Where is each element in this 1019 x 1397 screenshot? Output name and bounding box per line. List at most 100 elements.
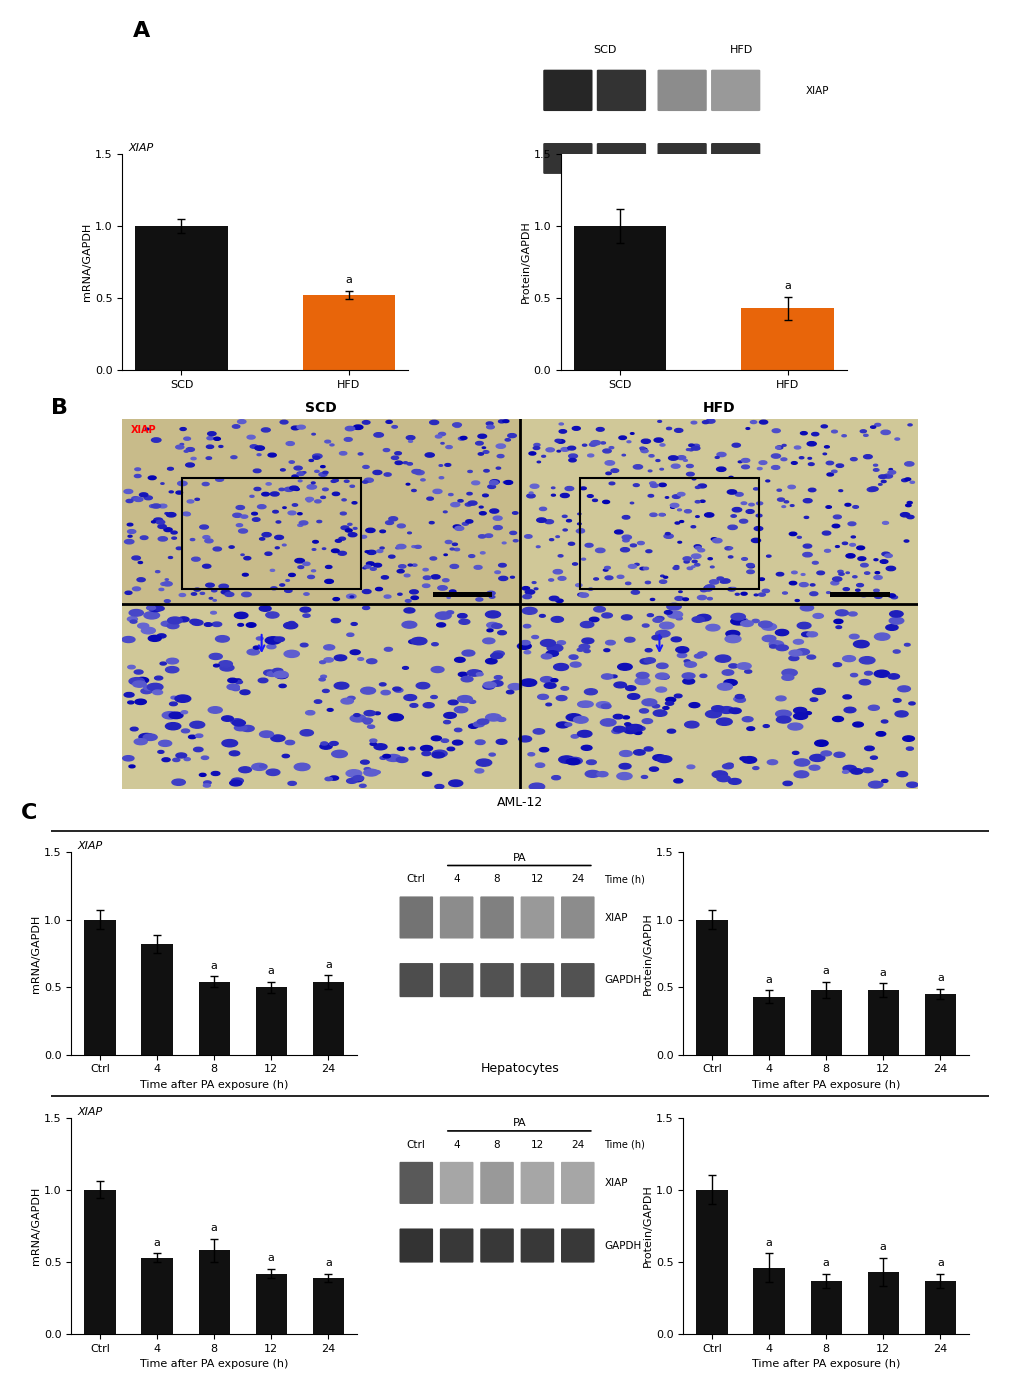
Circle shape (649, 513, 656, 517)
Circle shape (320, 496, 325, 499)
Circle shape (873, 590, 878, 592)
Circle shape (398, 564, 406, 569)
Circle shape (180, 443, 183, 446)
Circle shape (445, 541, 451, 543)
Circle shape (695, 500, 699, 503)
Bar (313, 1278, 343, 1334)
Circle shape (496, 718, 505, 721)
Circle shape (900, 513, 909, 517)
Circle shape (271, 735, 284, 742)
Circle shape (678, 591, 682, 592)
Circle shape (361, 535, 366, 538)
Circle shape (645, 581, 650, 584)
Circle shape (232, 687, 239, 690)
Circle shape (745, 427, 749, 429)
Circle shape (633, 465, 642, 469)
Circle shape (473, 722, 484, 726)
Bar (199, 1250, 229, 1334)
Circle shape (735, 694, 744, 698)
Circle shape (423, 703, 434, 708)
Circle shape (841, 434, 846, 437)
Circle shape (231, 778, 244, 784)
Circle shape (800, 574, 804, 576)
Circle shape (820, 752, 830, 756)
Circle shape (491, 623, 501, 629)
Circle shape (639, 447, 644, 450)
Circle shape (766, 760, 776, 764)
Circle shape (238, 529, 248, 534)
Circle shape (809, 754, 824, 761)
Circle shape (361, 760, 369, 764)
Circle shape (380, 756, 386, 760)
Circle shape (344, 481, 348, 482)
Circle shape (195, 499, 200, 500)
Circle shape (666, 729, 675, 733)
Circle shape (809, 592, 817, 595)
Circle shape (439, 465, 442, 467)
Bar (142, 1257, 172, 1334)
Bar (696, 1190, 727, 1334)
Circle shape (370, 739, 376, 742)
Circle shape (465, 503, 472, 506)
Circle shape (221, 590, 229, 594)
Circle shape (477, 719, 488, 725)
Circle shape (319, 472, 327, 476)
Circle shape (728, 525, 737, 529)
Circle shape (300, 608, 311, 612)
Circle shape (482, 638, 494, 644)
Circle shape (751, 538, 760, 542)
Circle shape (219, 584, 228, 588)
Circle shape (262, 492, 269, 496)
Bar (829, 592, 890, 597)
Circle shape (802, 552, 811, 557)
Circle shape (266, 770, 279, 775)
Circle shape (205, 539, 213, 543)
Bar (303, 295, 394, 370)
Circle shape (415, 545, 421, 549)
Text: a: a (784, 281, 790, 291)
Circle shape (261, 427, 270, 432)
FancyBboxPatch shape (520, 1162, 553, 1204)
Circle shape (674, 566, 679, 567)
Bar (122, 604, 520, 789)
Circle shape (694, 545, 700, 548)
Circle shape (443, 555, 447, 556)
Circle shape (661, 514, 664, 515)
Text: PA: PA (512, 1118, 526, 1129)
Circle shape (364, 711, 375, 715)
Circle shape (325, 566, 331, 569)
Circle shape (320, 465, 325, 468)
Circle shape (191, 457, 196, 460)
Circle shape (821, 531, 829, 535)
Circle shape (137, 578, 145, 581)
FancyBboxPatch shape (480, 963, 514, 997)
Circle shape (549, 597, 558, 601)
Circle shape (225, 592, 233, 597)
Circle shape (524, 535, 532, 538)
Circle shape (879, 560, 887, 563)
Bar (810, 1281, 841, 1334)
Circle shape (636, 726, 644, 731)
Circle shape (660, 576, 663, 577)
Circle shape (901, 479, 907, 482)
Circle shape (279, 685, 286, 687)
Circle shape (161, 583, 167, 585)
Circle shape (558, 756, 574, 763)
Circle shape (835, 546, 839, 548)
Circle shape (906, 747, 912, 750)
Circle shape (742, 717, 752, 722)
Circle shape (229, 546, 234, 548)
Circle shape (165, 722, 180, 729)
Circle shape (482, 683, 494, 689)
Circle shape (555, 536, 558, 538)
Circle shape (793, 771, 808, 778)
Circle shape (367, 550, 376, 555)
Circle shape (486, 425, 494, 429)
Circle shape (590, 440, 600, 446)
Circle shape (553, 664, 568, 671)
Circle shape (124, 539, 133, 543)
Bar (432, 592, 492, 597)
Text: Hepatocytes: Hepatocytes (480, 1062, 559, 1074)
Circle shape (800, 432, 806, 434)
Circle shape (196, 733, 203, 738)
